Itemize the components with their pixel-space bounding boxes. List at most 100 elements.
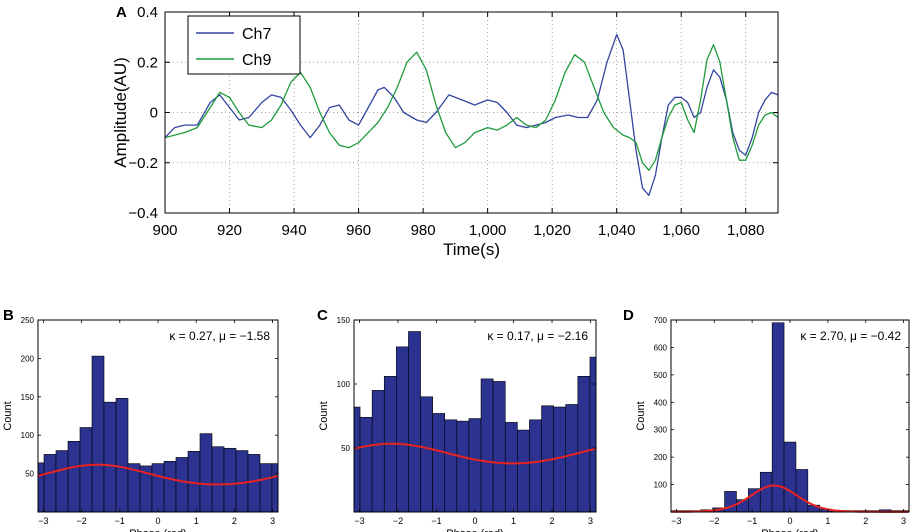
histogram-bar: [444, 419, 458, 513]
panel-label-b: B: [3, 307, 14, 324]
histogram-bar: [37, 462, 45, 513]
series-line-ch9: [164, 44, 779, 171]
legend-label-ch9: Ch9: [242, 52, 271, 69]
histogram-bar: [163, 461, 177, 513]
x-tick-label: −1: [747, 516, 757, 526]
x-tick-label: 0: [472, 516, 477, 526]
histogram-bar: [259, 463, 273, 513]
panel-b-histogram: −3 −2 −1 0 1 2 3 50 100 150 200 250 Phase (rad) Count…: [2, 316, 279, 532]
histogram-bar: [115, 398, 129, 513]
von-mises-fit-curve: [353, 442, 597, 465]
histogram-bar: [353, 406, 361, 513]
x-tick-label: 2: [863, 516, 868, 526]
histogram-bar: [396, 346, 409, 513]
panel-label-a: A: [116, 4, 127, 21]
x-tick-label: 3: [588, 516, 593, 526]
histogram-bar: [211, 446, 225, 513]
y-tick-label: 700: [654, 316, 668, 325]
x-axis-label: Phase (rad): [446, 528, 503, 532]
histogram-bar: [103, 401, 117, 513]
histogram-bar: [67, 441, 81, 513]
y-tick-label: 0.4: [137, 4, 158, 21]
histogram-bar: [55, 450, 69, 513]
y-tick-label: 50: [25, 470, 34, 479]
histogram-bar: [359, 416, 373, 513]
y-tick-label: 150: [337, 316, 351, 325]
x-tick-label: 1,060: [662, 222, 700, 239]
histogram-bar: [79, 427, 93, 513]
x-tick-label: 1: [511, 516, 516, 526]
panel-d-histogram: −3 −2 −1 0 1 2 3 100 200 300 400 500 600 700 Phase (ra…: [635, 316, 910, 532]
x-tick-label: 900: [152, 222, 177, 239]
histogram-bar: [565, 404, 579, 513]
legend-box: [187, 15, 301, 75]
x-tick-label: 940: [282, 222, 307, 239]
x-tick-label: 2: [550, 516, 555, 526]
x-tick-label: 2: [232, 516, 237, 526]
fit-parameters-annotation: κ = 0.17, μ = −2.16: [487, 329, 588, 343]
panel-label-d: D: [623, 307, 634, 324]
panel-c-histogram: −3 −2 −1 0 1 2 3 50 100 150 Phase (rad) Count κ = 0.…: [318, 316, 597, 532]
histogram-bar: [492, 381, 506, 513]
legend-label-ch7: Ch7: [242, 26, 271, 43]
histogram-bar: [480, 378, 494, 513]
y-axis-label: Count: [635, 401, 647, 430]
y-tick-label: 150: [21, 393, 35, 402]
histogram-bar: [589, 356, 597, 513]
y-axis-label: Count: [318, 401, 330, 430]
y-tick-label: 0.2: [137, 54, 158, 71]
x-tick-label: 980: [411, 222, 436, 239]
x-tick-label: 1,020: [533, 222, 571, 239]
histogram-bar: [43, 454, 57, 513]
histogram-bar: [517, 429, 530, 513]
histogram-bar: [771, 322, 785, 513]
x-tick-label: 1,080: [727, 222, 765, 239]
x-tick-label: −2: [76, 516, 86, 526]
y-tick-label: 100: [337, 380, 351, 389]
histogram-bar: [371, 390, 385, 513]
y-tick-label: 200: [21, 354, 35, 363]
fit-parameters-annotation: κ = 0.27, μ = −1.58: [169, 329, 270, 343]
x-tick-label: 1,040: [598, 222, 636, 239]
x-tick-label: 3: [270, 516, 275, 526]
histogram-bar: [577, 376, 591, 513]
x-tick-label: 1,000: [469, 222, 507, 239]
y-tick-label: 100: [21, 431, 35, 440]
x-tick-label: 1: [194, 516, 199, 526]
histogram-bar: [247, 454, 261, 513]
histogram-bar: [420, 396, 433, 513]
y-tick-label: 100: [654, 481, 668, 490]
x-axis-label: Phase (rad): [129, 528, 186, 532]
y-tick-label: −0.4: [128, 205, 158, 222]
panel-a-line-chart: 900 920 940 960 980 1,000 1,020 1,040 1,060 1,080…: [111, 4, 779, 259]
histogram-bar: [91, 355, 105, 513]
x-tick-label: 0: [155, 516, 160, 526]
x-axis-label: Time(s): [443, 240, 500, 259]
y-tick-label: 600: [654, 343, 668, 352]
histogram-bar: [199, 433, 213, 513]
y-tick-label: 250: [21, 316, 35, 325]
panel-label-c: C: [317, 307, 328, 324]
histogram-bar: [456, 420, 470, 513]
x-tick-label: −1: [431, 516, 441, 526]
histogram-bar: [175, 457, 189, 513]
histogram-bar: [271, 463, 279, 513]
y-axis-label: Amplitude(AU): [111, 57, 130, 168]
histogram-bar: [795, 469, 809, 513]
histogram-bar: [408, 331, 421, 513]
x-tick-label: 0: [787, 516, 792, 526]
histogram-bar: [529, 419, 542, 513]
histogram-bar: [504, 422, 518, 513]
series-line-ch7: [164, 33, 779, 197]
x-tick-label: −2: [393, 516, 403, 526]
histogram-bar: [468, 418, 482, 513]
y-tick-label: 500: [654, 371, 668, 380]
x-tick-label: 960: [346, 222, 371, 239]
fit-parameters-annotation: κ = 2.70, μ = −0.42: [800, 329, 901, 343]
x-tick-label: −3: [671, 516, 681, 526]
y-tick-label: 300: [654, 426, 668, 435]
x-tick-label: −1: [115, 516, 125, 526]
y-tick-label: 200: [654, 453, 668, 462]
y-tick-label: 0: [150, 105, 158, 122]
x-tick-label: 3: [901, 516, 906, 526]
